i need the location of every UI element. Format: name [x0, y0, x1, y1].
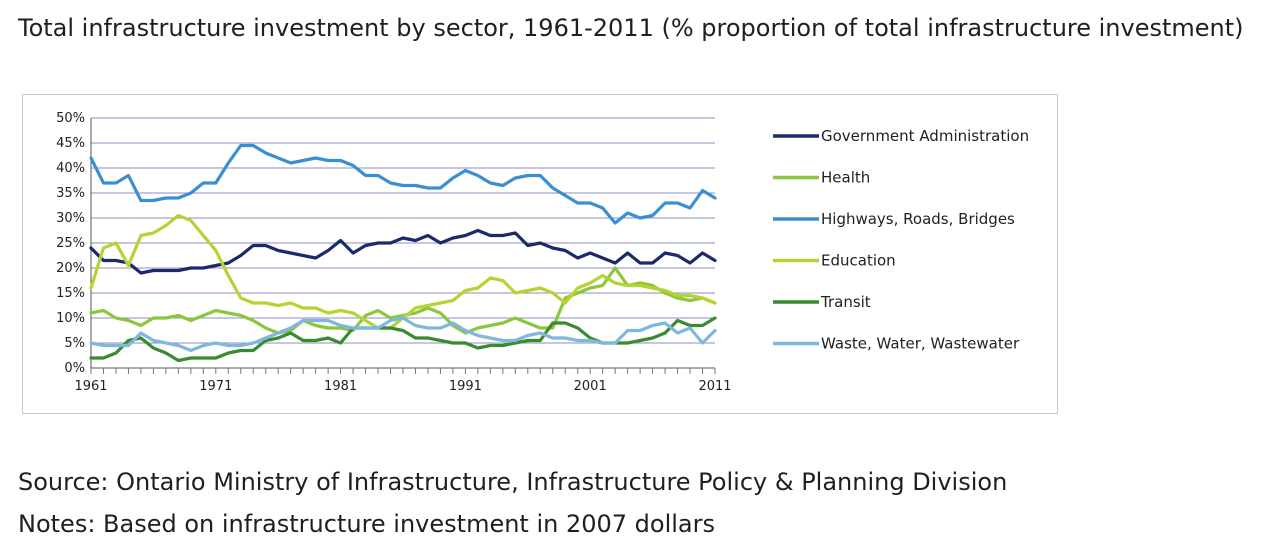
legend-label-waste-water-wastewater: Waste, Water, Wastewater: [821, 335, 1020, 353]
x-tick-label: 1971: [199, 379, 232, 394]
y-tick-label: 45%: [56, 136, 85, 151]
series-line-health: [89, 266, 717, 335]
y-tick-label: 25%: [56, 236, 85, 251]
series-line-transit: [89, 316, 717, 363]
x-tick-label: 1961: [74, 379, 107, 394]
y-tick-label: 20%: [56, 261, 85, 276]
chart-frame: 0% 5% 10% 15% 20% 25% 30% 35% 40% 45% 50% 1961 1971 1…: [22, 94, 1058, 414]
legend-label-government-administration: Government Administration: [821, 127, 1029, 145]
page-title: Total infrastructure investment by secto…: [18, 14, 1244, 42]
notes-text: Notes: Based on infrastructure investmen…: [18, 510, 716, 538]
x-tick-label: 2001: [574, 379, 607, 394]
legend-label-highways-roads-bridges: Highways, Roads, Bridges: [821, 210, 1015, 228]
series-line-government-administration: [89, 228, 717, 275]
series-line-highways-roads-bridges: [89, 143, 717, 225]
y-tick-label: 15%: [56, 286, 85, 301]
y-tick-label: 35%: [56, 186, 85, 201]
x-tick-label: 1991: [449, 379, 482, 394]
x-tick-label: 1981: [324, 379, 357, 394]
y-tick-label: 40%: [56, 161, 85, 176]
series-line-education: [89, 213, 717, 330]
y-tick-label: 0%: [64, 361, 85, 376]
x-tick-label: 2011: [698, 379, 731, 394]
legend-label-education: Education: [821, 252, 896, 270]
line-chart: 0% 5% 10% 15% 20% 25% 30% 35% 40% 45% 50% 1961 1971 1…: [56, 111, 1029, 394]
y-tick-label: 50%: [56, 111, 85, 126]
y-tick-label: 5%: [64, 336, 85, 351]
source-note: Source: Ontario Ministry of Infrastructu…: [18, 468, 1008, 496]
y-tick-label: 10%: [56, 311, 85, 326]
series-line-waste-water-wastewater: [89, 316, 717, 353]
y-tick-label: 30%: [56, 211, 85, 226]
legend-label-health: Health: [821, 169, 870, 187]
legend-label-transit: Transit: [820, 293, 871, 311]
